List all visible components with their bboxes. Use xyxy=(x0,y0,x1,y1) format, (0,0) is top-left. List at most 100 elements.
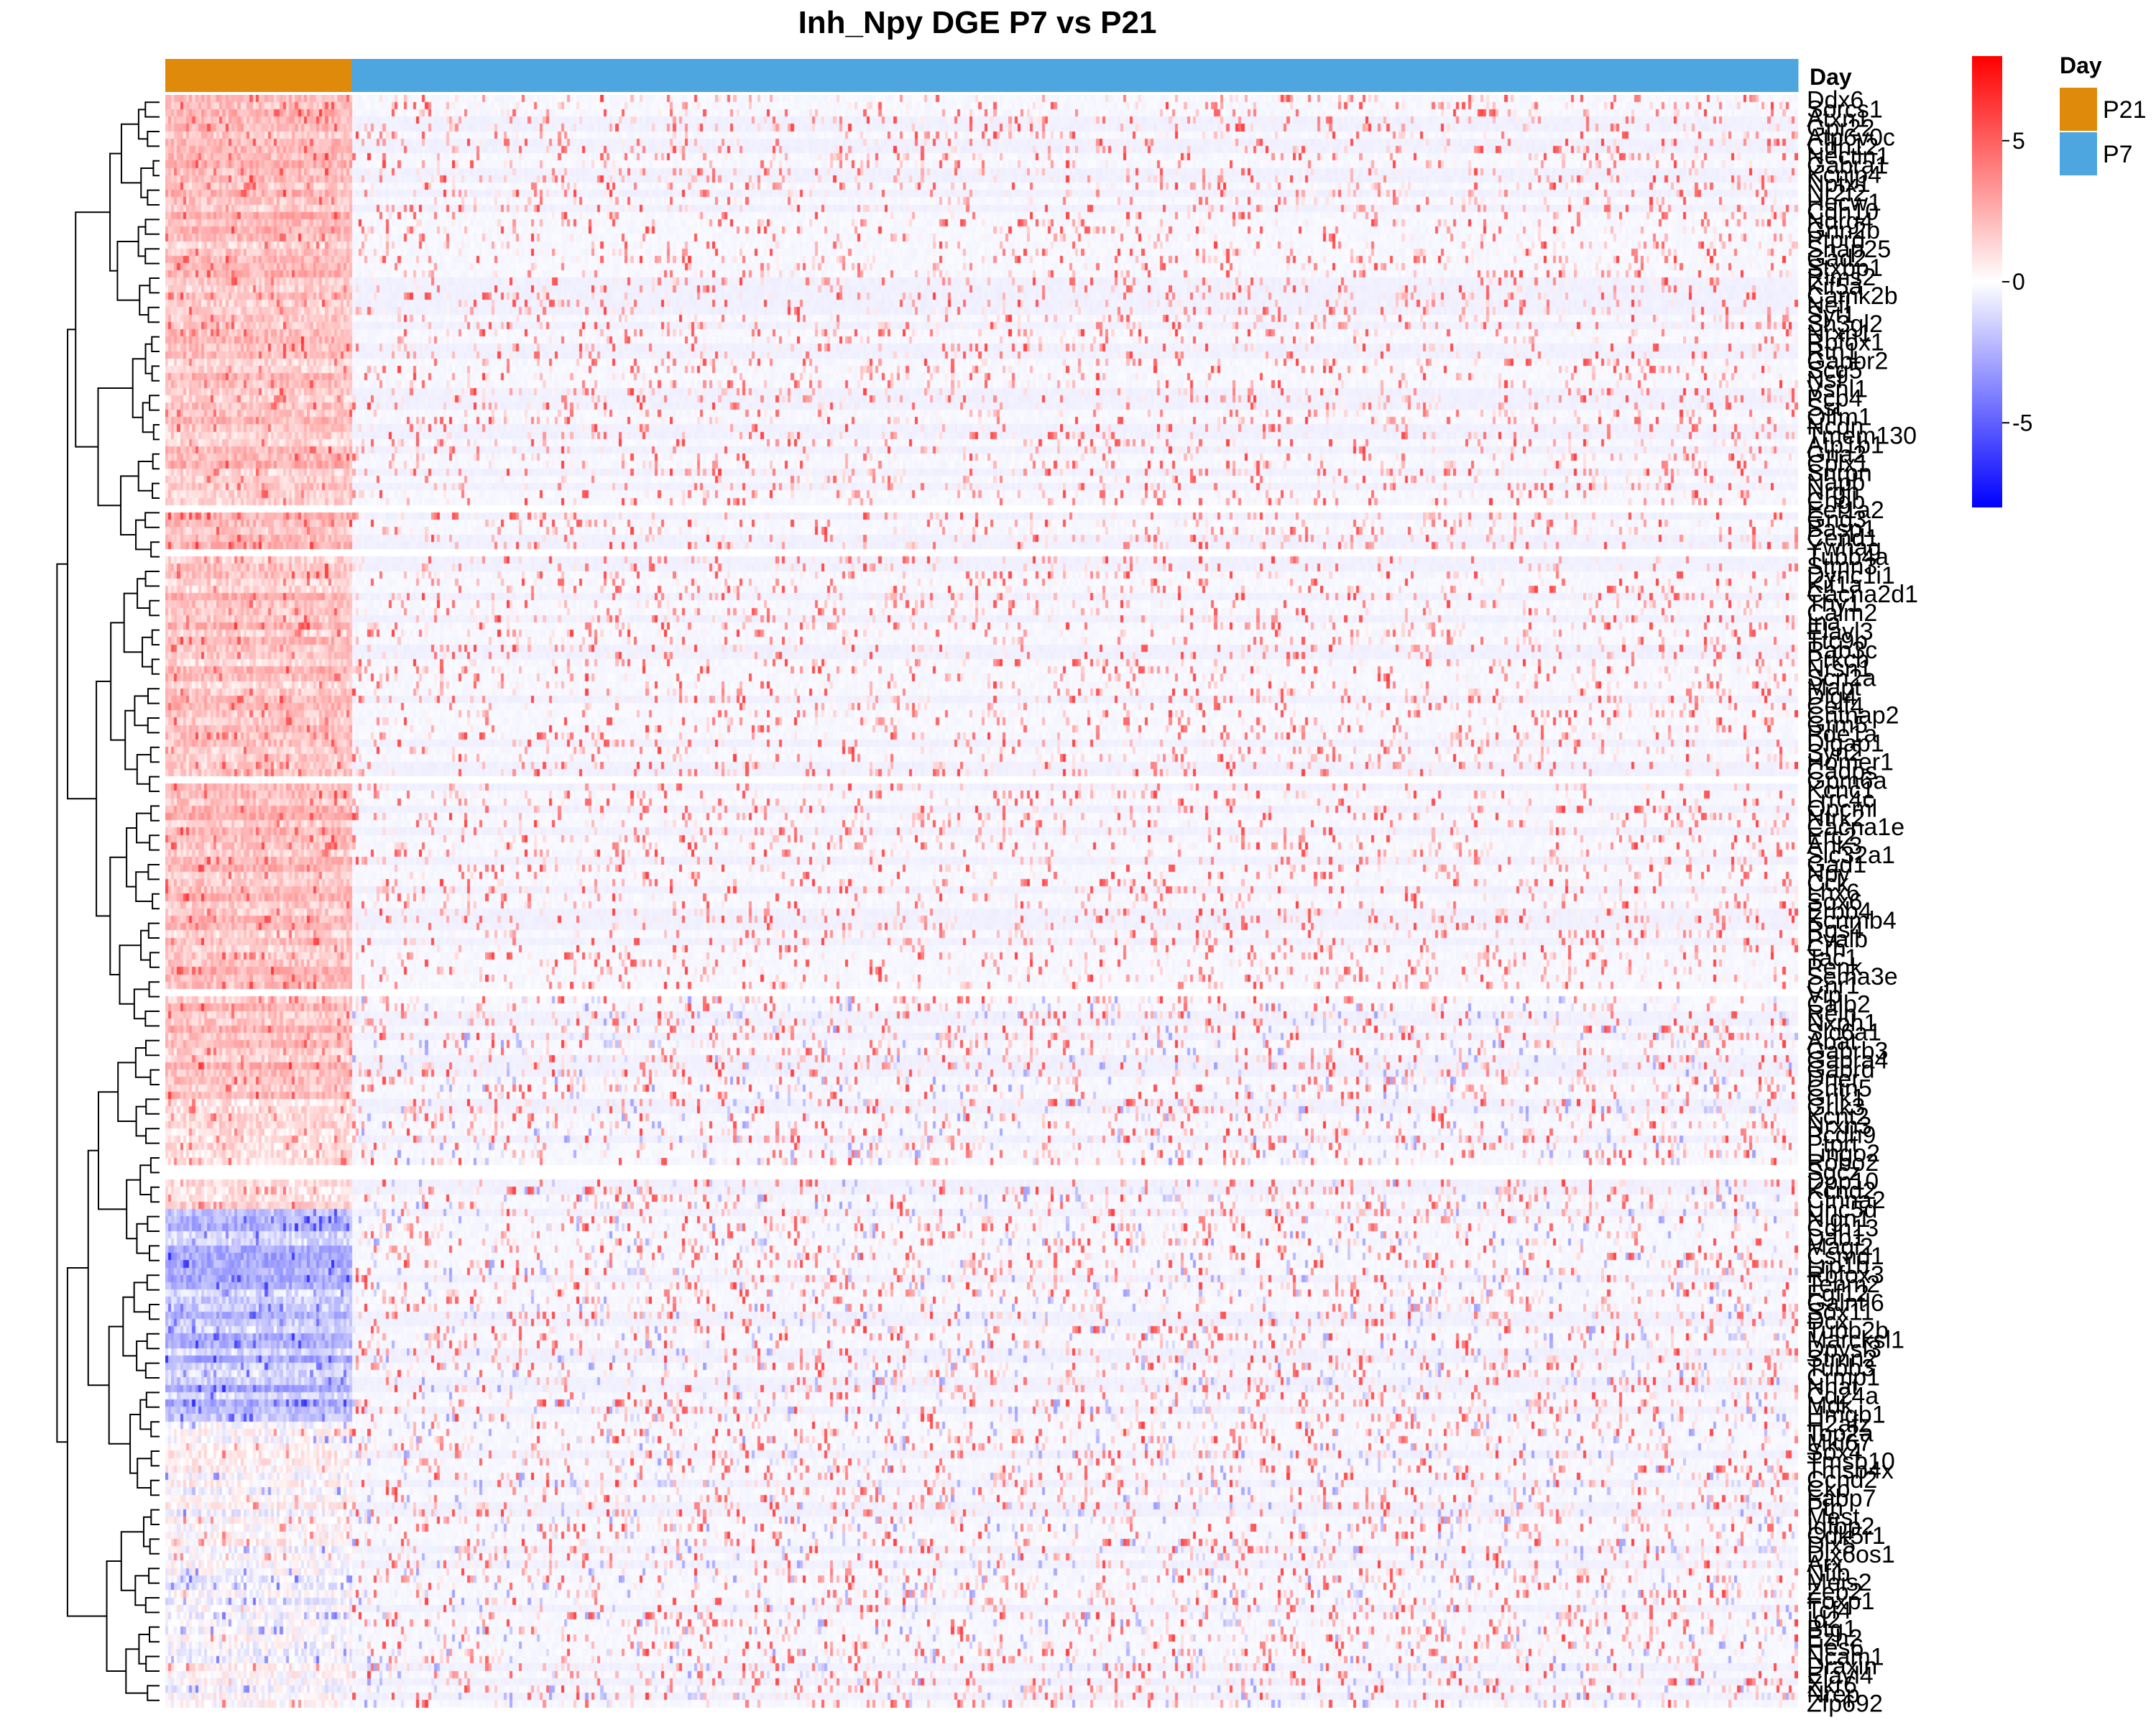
row-label: H2afz xyxy=(1807,1410,1871,1438)
row-label: Csmd1 xyxy=(1807,1243,1884,1270)
row-label: Gabrd xyxy=(1807,1056,1875,1083)
row-label: Dlgap1 xyxy=(1807,730,1884,757)
dendrogram-branch xyxy=(117,1062,137,1122)
dendrogram-branch xyxy=(144,512,160,528)
row-label: Marcksl1 xyxy=(1807,1327,1904,1354)
row-label: Cadps xyxy=(1807,758,1877,785)
row-label: Cntnap2 xyxy=(1807,702,1899,730)
row-label: Dlg4 xyxy=(1807,684,1857,711)
row-label: Dner xyxy=(1807,1065,1860,1092)
dendrogram-branch xyxy=(137,578,150,609)
row-label: Erc2 xyxy=(1807,823,1857,850)
row-label: Kif1a xyxy=(1807,571,1863,599)
dendrogram-branch xyxy=(137,109,148,140)
row-label: Sst xyxy=(1807,395,1843,422)
row-label: Robo2 xyxy=(1807,1149,1879,1177)
dendrogram-branch xyxy=(136,1340,147,1371)
dendrogram-branch xyxy=(134,1575,149,1606)
row-label: Vsnl1 xyxy=(1807,376,1868,403)
row-label: Elavl3 xyxy=(1807,618,1874,645)
row-label: Dlx6os1 xyxy=(1807,1541,1895,1568)
day-legend-label: P21 xyxy=(2103,96,2147,124)
row-label: Cdh12 xyxy=(1807,133,1879,160)
day-legend-swatch-p7 xyxy=(2060,132,2097,175)
row-label: Gad1 xyxy=(1807,851,1866,878)
column-annotation-bar xyxy=(165,59,1799,92)
dendrogram-branch xyxy=(149,834,160,851)
dendrogram-branch xyxy=(144,343,152,374)
row-label: Ccnd2 xyxy=(1807,1466,1877,1494)
row-label: Nnat xyxy=(1807,1373,1858,1400)
dendrogram-branch xyxy=(149,395,160,411)
row-label: Id2 xyxy=(1807,1606,1841,1634)
dendrogram-branch xyxy=(150,1450,160,1467)
row-label: Ank3 xyxy=(1807,832,1863,860)
dendrogram-branch xyxy=(149,277,160,294)
dendrogram-branch xyxy=(137,461,153,492)
dendrogram-branch xyxy=(144,1011,160,1027)
row-label: Nefl xyxy=(1807,292,1850,319)
row-labels: Ddx6Sorcs1Atxn1Gpr22Atp6v0cCdh12Nectin1G… xyxy=(1807,86,1918,1717)
row-label: Syt1 xyxy=(1807,301,1856,328)
dendrogram-branch xyxy=(125,1648,148,1694)
dendrogram-branch xyxy=(149,1304,160,1320)
dendrogram-branch xyxy=(147,688,160,704)
dendrogram-branch xyxy=(109,856,127,975)
dendrogram-branch xyxy=(149,776,160,792)
row-label: Sgcz xyxy=(1807,1159,1861,1186)
row-label: Kcnd2 xyxy=(1807,1177,1876,1205)
row-label: Pcp4 xyxy=(1807,385,1863,413)
row-label: Rab3c xyxy=(1807,637,1877,664)
dendrogram-branch xyxy=(119,944,142,1005)
dendrogram-branch xyxy=(97,387,133,507)
dendrogram-branch xyxy=(146,1274,160,1291)
row-label: Cck xyxy=(1807,870,1850,897)
row-label: Ctnna2 xyxy=(1807,1187,1886,1214)
dendrogram-branch xyxy=(149,599,160,617)
row-label: Nr2f2 xyxy=(1807,180,1866,207)
row-label: Unc5d xyxy=(1807,1196,1877,1223)
row-label: Gria2 xyxy=(1807,441,1866,468)
dendrogram-branch xyxy=(138,1634,149,1665)
row-label: Fgf12 xyxy=(1807,1280,1869,1307)
row-label: Gpr22 xyxy=(1807,114,1875,142)
heatmap-cells xyxy=(165,95,1798,1708)
scale-tick-label: -5 xyxy=(2012,410,2032,436)
dendrogram-branch xyxy=(87,1149,109,1386)
row-label: Ina xyxy=(1807,609,1841,636)
dendrogram-branch xyxy=(149,1245,160,1261)
dendrogram-branch xyxy=(149,746,160,763)
row-label: Crh xyxy=(1807,935,1846,962)
row-label: Ptprd xyxy=(1807,226,1865,254)
row-label: Atxn1 xyxy=(1807,105,1869,132)
dendrogram-branch xyxy=(147,922,160,939)
dendrogram-branch xyxy=(126,827,137,888)
dendrogram-branch xyxy=(145,1039,160,1057)
row-label: Ptprt xyxy=(1807,1131,1858,1158)
row-label: Nrxn3 xyxy=(1807,1112,1872,1139)
dendrogram-branch xyxy=(139,1399,152,1430)
dendrogram-branch xyxy=(151,365,160,382)
dendrogram-branch xyxy=(142,636,152,668)
row-label: Cnr1 xyxy=(1807,972,1860,1000)
row-label: Tubb2b xyxy=(1807,1317,1889,1345)
annotation-segment-p21 xyxy=(165,59,352,92)
row-label: Grik1 xyxy=(1807,1084,1865,1111)
row-label: Grin2b xyxy=(1807,217,1880,244)
row-label: Mdk xyxy=(1807,1392,1853,1419)
row-label: Tcf4 xyxy=(1807,1597,1851,1624)
dendrogram-branch xyxy=(106,1560,126,1672)
row-label: Sox6 xyxy=(1807,888,1863,916)
dendrogram-branch xyxy=(148,1626,160,1643)
row-label: Fabp7 xyxy=(1807,1485,1876,1512)
row-label: Dpp10 xyxy=(1807,1168,1879,1195)
dendrogram-branch xyxy=(151,658,160,675)
row-label: Nxph1 xyxy=(1807,1010,1877,1037)
row-label: Top2a xyxy=(1807,1420,1874,1447)
dendrogram-branch xyxy=(136,754,151,785)
dendrogram-branch xyxy=(147,864,160,880)
dendrogram-branch xyxy=(147,1215,160,1232)
dendrogram-branch xyxy=(96,681,111,917)
dendrogram-branch xyxy=(152,893,160,910)
row-label: Ncdn xyxy=(1807,413,1864,440)
